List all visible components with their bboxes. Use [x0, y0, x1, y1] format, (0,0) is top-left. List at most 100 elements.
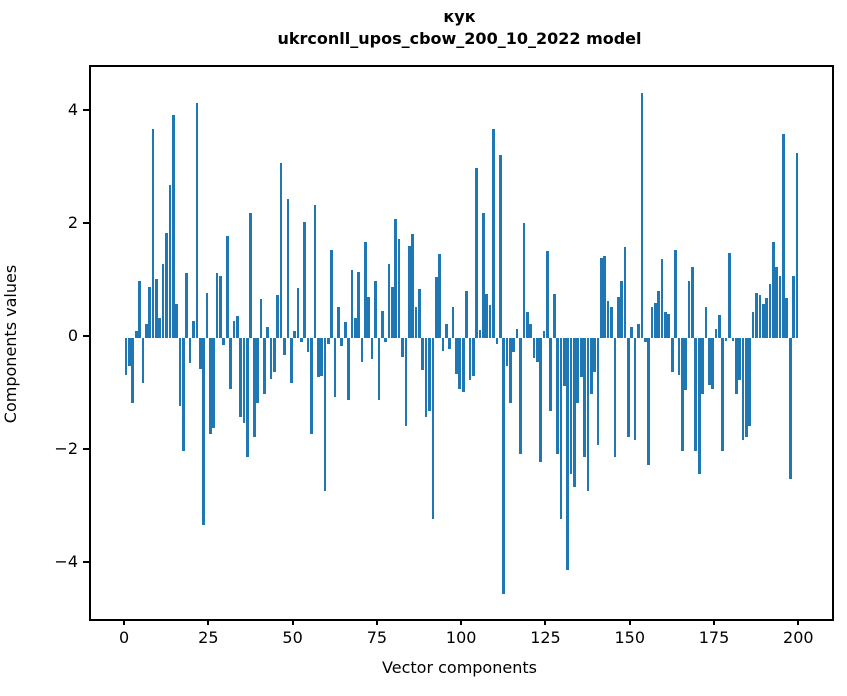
- bar: [458, 337, 462, 389]
- bar: [168, 185, 172, 338]
- x-tick-mark: [628, 619, 631, 625]
- bar: [478, 329, 482, 338]
- bar: [343, 322, 347, 338]
- bar: [630, 326, 634, 338]
- bar: [320, 337, 323, 377]
- bar: [229, 337, 232, 389]
- bar: [219, 275, 222, 338]
- bar: [306, 337, 310, 353]
- bar: [637, 323, 640, 338]
- bar: [606, 301, 610, 338]
- bar: [488, 305, 492, 338]
- bar: [680, 337, 684, 452]
- chart-title: кук ukrconll_upos_cbow_200_10_2022 model: [89, 6, 830, 50]
- bar: [724, 337, 728, 341]
- bar: [492, 128, 495, 338]
- bar: [660, 258, 664, 338]
- bar: [748, 337, 752, 426]
- bar: [546, 251, 549, 338]
- bar: [222, 337, 226, 345]
- bar: [525, 312, 529, 338]
- bar: [448, 337, 452, 350]
- bar: [768, 284, 772, 338]
- bar: [556, 337, 559, 454]
- bar: [387, 264, 391, 338]
- x-tick-label: 200: [783, 628, 814, 647]
- x-tick-label: 75: [366, 628, 388, 647]
- bar: [758, 295, 762, 338]
- bar: [677, 337, 681, 376]
- bar: [512, 337, 516, 353]
- bar: [134, 331, 138, 338]
- bar: [350, 270, 354, 338]
- bar: [684, 337, 688, 390]
- x-tick-mark: [797, 619, 800, 625]
- bar: [728, 253, 731, 338]
- bar: [178, 337, 182, 406]
- x-tick-mark: [123, 619, 126, 625]
- bar: [246, 337, 249, 457]
- bar: [687, 281, 691, 338]
- bar: [532, 337, 536, 358]
- bar: [576, 337, 580, 403]
- bar: [552, 293, 556, 338]
- bar: [316, 337, 320, 378]
- bar: [741, 337, 745, 440]
- bar: [579, 337, 583, 378]
- bar: [434, 276, 438, 338]
- bar: [182, 337, 185, 452]
- bar: [509, 337, 512, 403]
- bar: [124, 337, 128, 375]
- bar: [141, 337, 145, 384]
- bar: [175, 303, 178, 338]
- x-tick-label: 50: [282, 628, 303, 647]
- bar: [303, 221, 307, 338]
- bar: [549, 337, 553, 412]
- x-tick-label: 25: [198, 628, 219, 647]
- bar: [589, 337, 593, 395]
- x-tick-label: 175: [698, 628, 730, 647]
- bar: [283, 337, 286, 355]
- bar: [562, 337, 566, 386]
- bar: [293, 331, 296, 338]
- bar: [215, 272, 219, 338]
- bar: [414, 306, 418, 338]
- bar: [360, 337, 364, 363]
- bar: [205, 292, 209, 338]
- bar: [259, 299, 263, 338]
- bar: [775, 267, 779, 338]
- bar: [468, 337, 472, 381]
- bar: [411, 233, 414, 338]
- bar: [616, 297, 620, 338]
- bar: [151, 128, 155, 338]
- bar: [559, 337, 563, 519]
- bar: [232, 320, 236, 338]
- bar: [397, 238, 401, 338]
- bar: [505, 337, 509, 367]
- bar: [418, 288, 421, 338]
- bar: [401, 337, 404, 358]
- bar: [256, 337, 259, 403]
- bar: [788, 337, 792, 480]
- bar: [273, 337, 276, 372]
- bar: [404, 337, 408, 426]
- bar: [424, 337, 428, 418]
- bar: [148, 287, 151, 338]
- bar: [347, 337, 350, 401]
- bar: [573, 337, 576, 487]
- bar: [771, 241, 775, 338]
- bar: [286, 199, 290, 338]
- bar: [745, 337, 748, 437]
- bar: [714, 329, 718, 338]
- bar: [482, 213, 485, 338]
- bar: [627, 337, 630, 437]
- bar: [195, 103, 199, 338]
- bar: [367, 296, 371, 338]
- bar: [691, 267, 694, 338]
- bar: [300, 337, 303, 343]
- bar: [155, 278, 158, 338]
- y-tick-mark: [83, 334, 89, 337]
- y-tick-label: 4: [67, 99, 78, 119]
- bar: [701, 337, 704, 395]
- x-tick-mark: [375, 619, 378, 625]
